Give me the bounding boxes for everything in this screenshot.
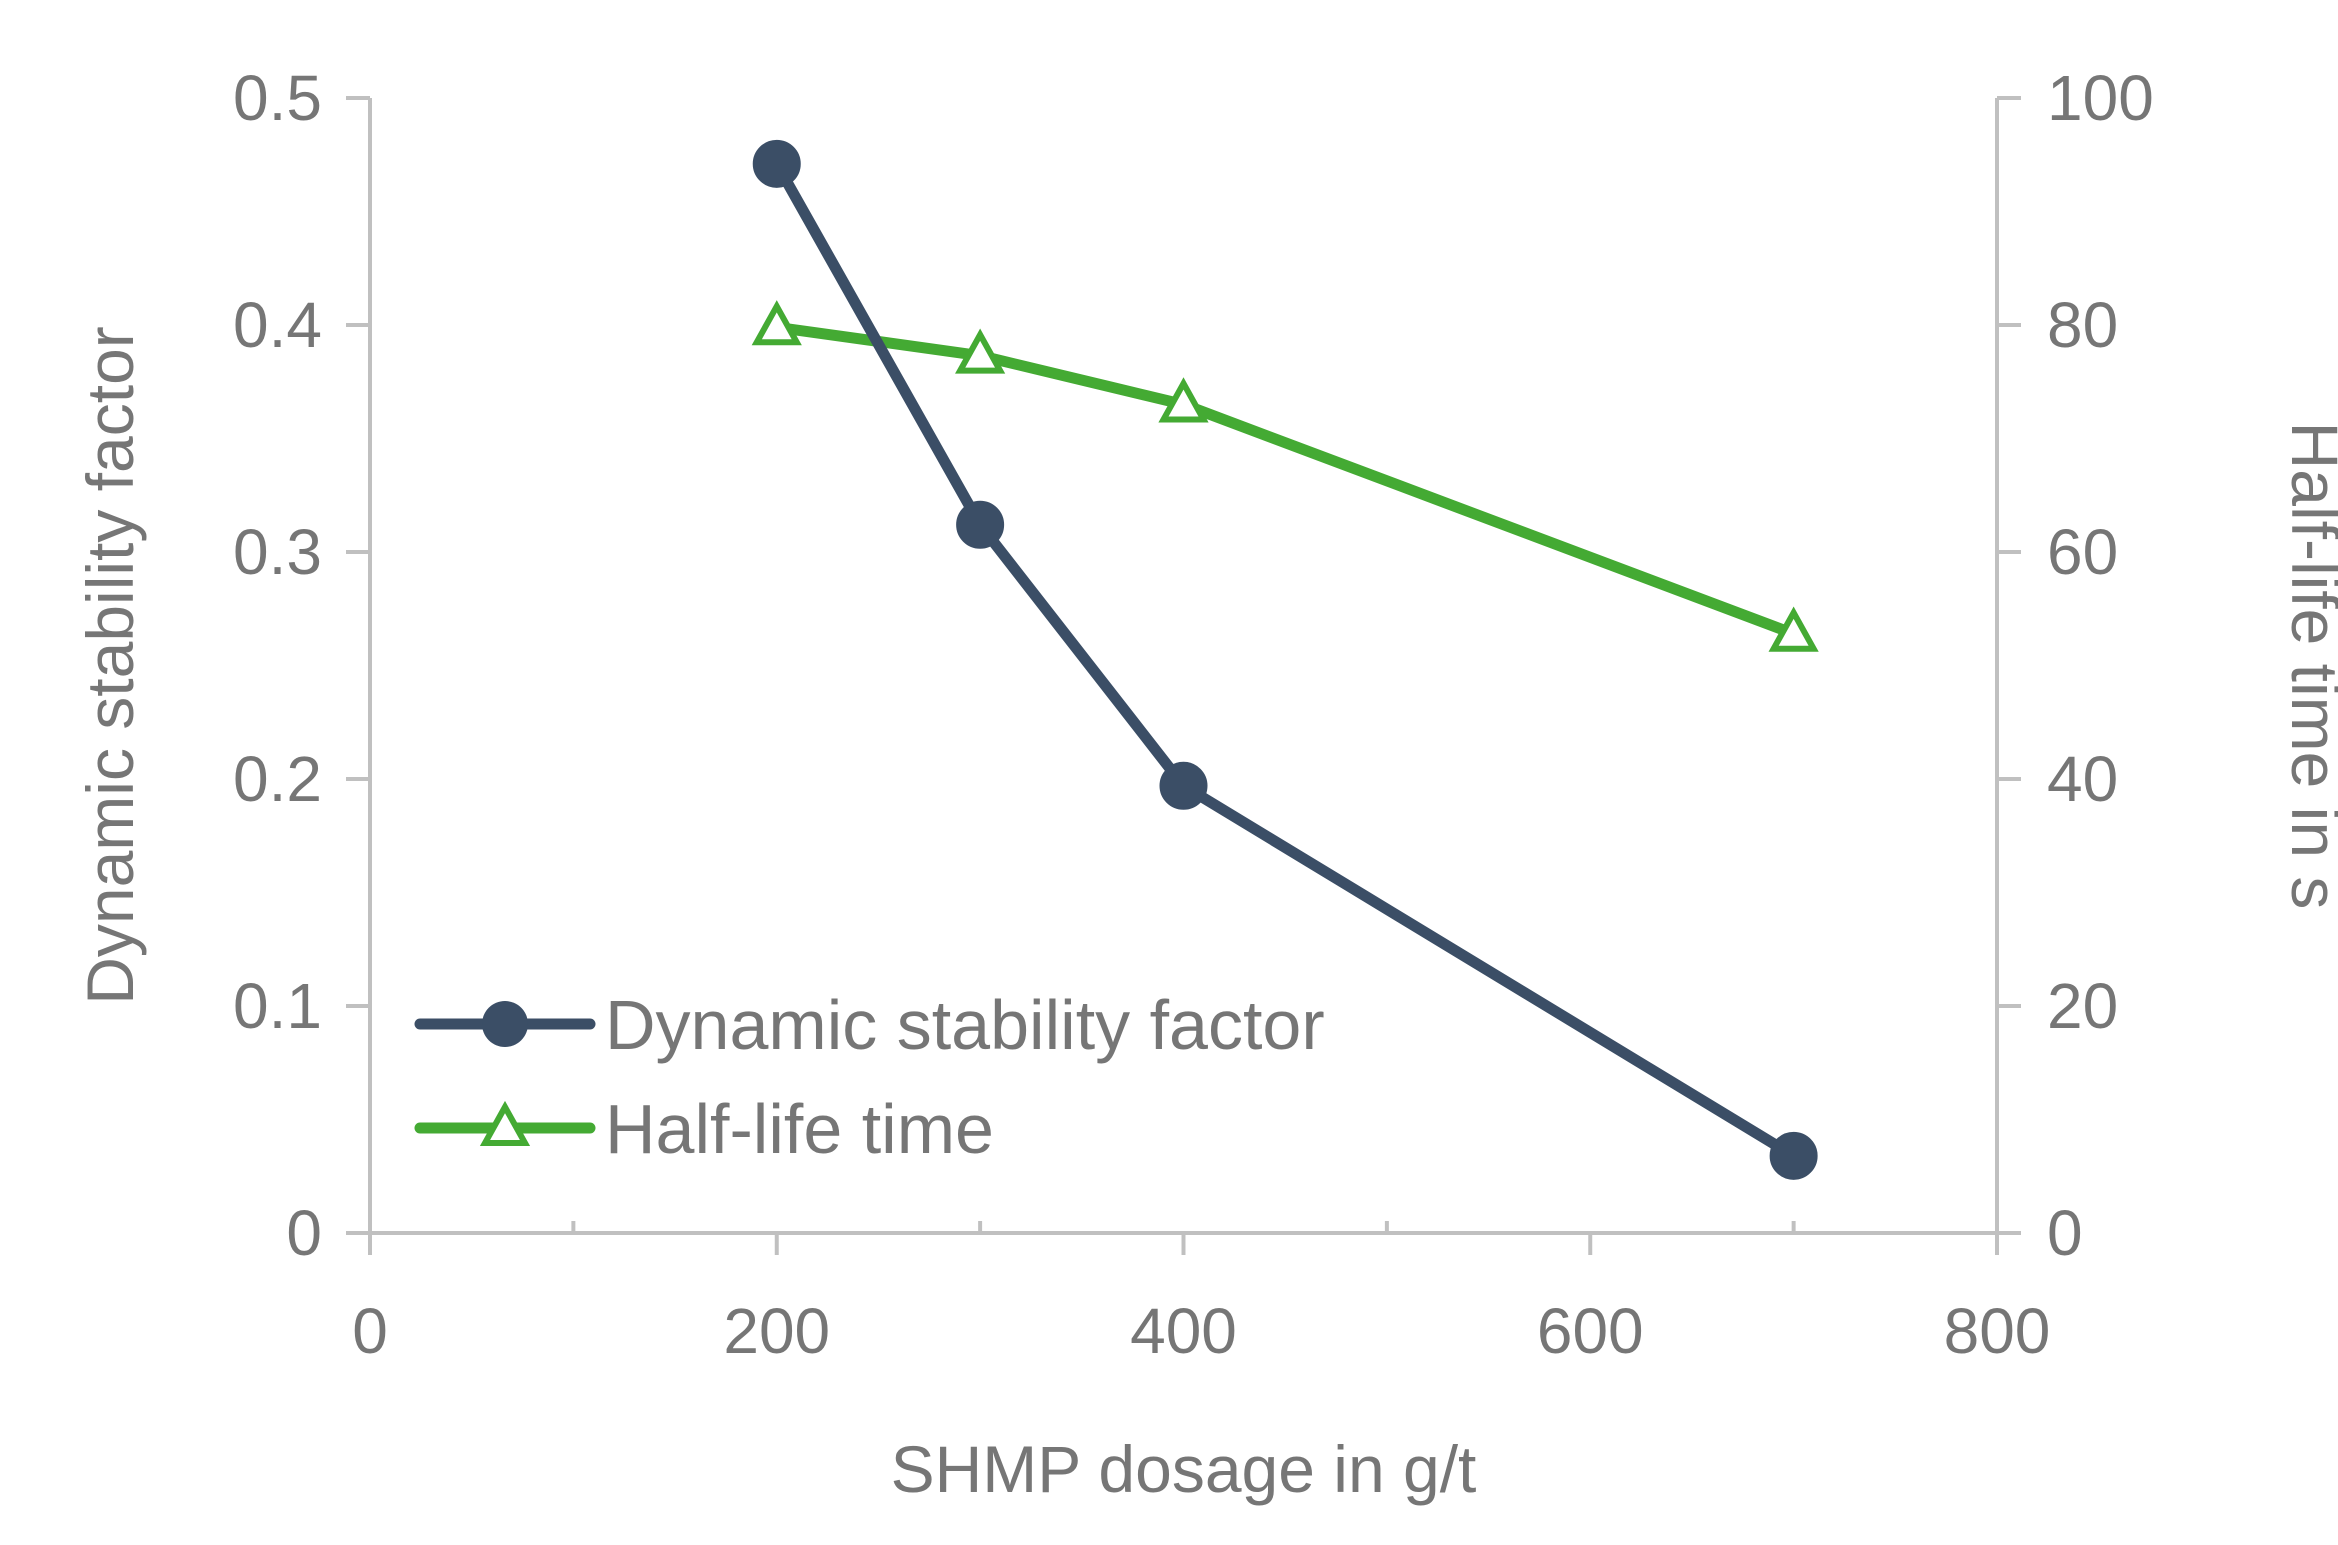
x-tick-label: 600 <box>1537 1295 1644 1367</box>
x-tick-label: 0 <box>352 1295 388 1367</box>
data-point-half-life <box>1768 606 1819 652</box>
series-layer <box>751 139 1819 1180</box>
x-tick-label: 400 <box>1130 1295 1237 1367</box>
x-tick-label: 200 <box>723 1295 830 1367</box>
legend: Dynamic stability factor Half-life time <box>414 986 1325 1168</box>
series-line-dynamic-stability <box>771 158 1800 1162</box>
y-tick-label: 0.3 <box>233 516 322 588</box>
data-point-half-life <box>1158 377 1209 423</box>
y2-tick-label: 100 <box>2047 62 2154 134</box>
legend-label: Dynamic stability factor <box>605 986 1325 1064</box>
y2-tick-label: 20 <box>2047 970 2118 1042</box>
y-axis-title: Dynamic stability factor <box>73 326 147 1005</box>
axes: 0 0.1 0.2 0.3 0.4 0.5 0 20 40 60 80 100 0 200 400 600 80… <box>73 62 2338 1506</box>
legend-marker-circle <box>482 1001 528 1047</box>
legend-label: Half-life time <box>605 1090 994 1168</box>
y2-tick-label: 40 <box>2047 743 2118 815</box>
data-point-dynamic-stability <box>1159 761 1208 810</box>
data-point-dynamic-stability <box>956 500 1005 549</box>
y2-tick-label: 0 <box>2047 1197 2083 1269</box>
data-point-dynamic-stability <box>752 139 801 188</box>
y-tick-label: 0.1 <box>233 970 322 1042</box>
legend-marker-triangle <box>479 1100 531 1146</box>
data-point-half-life <box>955 328 1006 374</box>
y2-tick-label: 60 <box>2047 516 2118 588</box>
y2-tick-label: 80 <box>2047 289 2118 361</box>
y-tick-label: 0.5 <box>233 62 322 134</box>
data-point-dynamic-stability <box>1769 1131 1818 1180</box>
series-line-half-life <box>771 321 1800 640</box>
x-tick-label: 800 <box>1944 1295 2051 1367</box>
y-tick-label: 0 <box>286 1197 322 1269</box>
y2-axis-title: Half-life time in s <box>2278 422 2338 910</box>
y-tick-label: 0.4 <box>233 289 322 361</box>
data-point-half-life <box>751 300 802 346</box>
x-axis-title: SHMP dosage in g/t <box>891 1432 1477 1506</box>
y-tick-label: 0.2 <box>233 743 322 815</box>
